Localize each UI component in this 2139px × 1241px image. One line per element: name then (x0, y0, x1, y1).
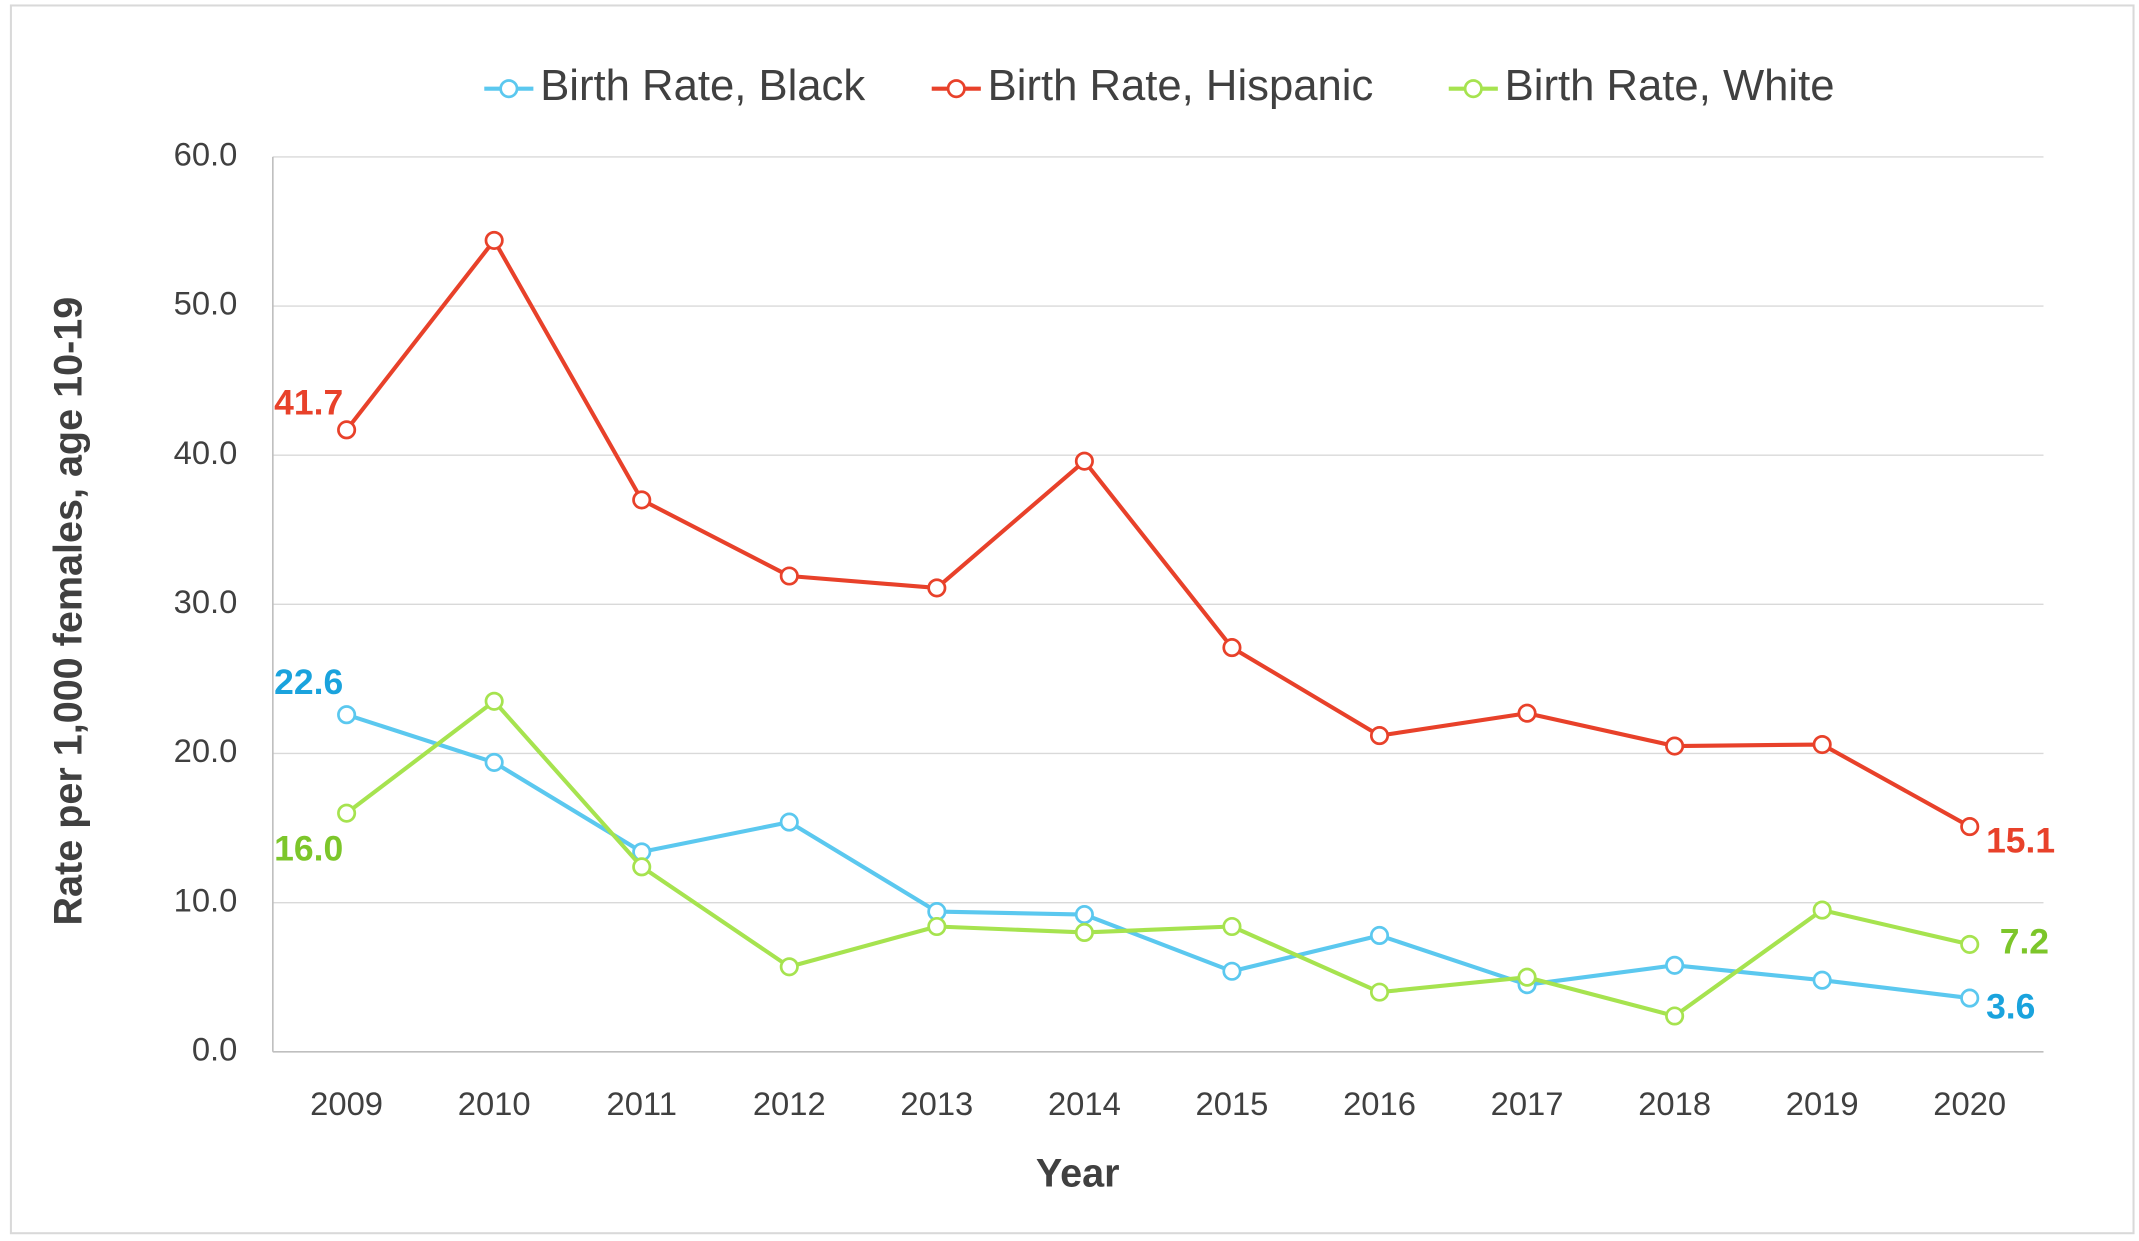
legend-label: Birth Rate, Black (540, 61, 865, 110)
point-marker (1369, 925, 1390, 945)
x-tick-label: 2014 (1048, 1085, 1121, 1122)
point-marker (484, 691, 504, 711)
y-tick-label: 10.0 (174, 881, 238, 918)
data-label: 7.2 (2000, 922, 2049, 962)
x-axis-title: Year (1036, 1151, 1120, 1195)
x-tick-label: 2017 (1491, 1085, 1564, 1122)
point-marker (484, 230, 504, 250)
x-tick-label: 2011 (607, 1085, 677, 1122)
point-marker (337, 803, 357, 823)
point-marker (1074, 922, 1094, 943)
point-marker (1812, 900, 1832, 920)
point-marker (1369, 982, 1390, 1002)
point-marker (779, 566, 799, 586)
data-label: 22.6 (274, 662, 343, 702)
point-marker (1665, 955, 1685, 975)
point-marker (1812, 734, 1832, 755)
y-tick-label: 20.0 (174, 732, 238, 769)
point-marker (337, 705, 357, 725)
series-line (344, 238, 1971, 829)
y-tick-label: 0.0 (192, 1030, 238, 1067)
x-tick-label: 2009 (310, 1085, 383, 1122)
x-tick-label: 2012 (753, 1085, 826, 1122)
point-marker (1960, 817, 1980, 837)
y-tick-label: 30.0 (174, 583, 238, 620)
legend-marker (946, 79, 966, 99)
data-label: 41.7 (274, 383, 343, 423)
point-marker (632, 857, 652, 877)
x-tick-label: 2015 (1196, 1085, 1269, 1122)
y-tick-label: 40.0 (174, 434, 238, 471)
point-marker (1517, 967, 1537, 987)
point-marker (1074, 451, 1094, 471)
data-label: 16.0 (274, 829, 343, 869)
point-marker (1665, 736, 1685, 756)
x-tick-label: 2013 (900, 1085, 973, 1122)
point-marker (337, 420, 357, 440)
point-marker (779, 812, 799, 832)
point-marker (1812, 970, 1832, 990)
point-marker (1222, 961, 1242, 981)
legend-label: Birth Rate, Hispanic (988, 61, 1374, 110)
data-label: 3.6 (1986, 986, 2035, 1026)
legend-marker (499, 79, 519, 99)
x-tick-label: 2018 (1638, 1085, 1711, 1122)
point-marker (632, 490, 652, 510)
point-marker (1665, 1006, 1685, 1026)
series-line (345, 699, 1971, 1019)
data-label: 15.1 (1986, 820, 2055, 860)
legend-label: Birth Rate, White (1505, 61, 1835, 110)
point-marker (779, 957, 799, 977)
chart-frame (9, 4, 2135, 1235)
x-tick-label: 2020 (1933, 1085, 2006, 1122)
legend-marker (1463, 79, 1483, 99)
point-marker (1369, 726, 1390, 746)
point-marker (1960, 988, 1980, 1008)
y-axis-title: Rate per 1,000 females, age 10-19 (46, 297, 90, 926)
point-marker (1517, 703, 1537, 723)
point-marker (927, 916, 947, 937)
y-tick-label: 60.0 (174, 136, 238, 173)
y-tick-label: 50.0 (174, 285, 238, 322)
point-marker (1960, 934, 1980, 954)
point-marker (1222, 916, 1242, 937)
x-tick-label: 2010 (458, 1085, 531, 1122)
point-marker (1074, 905, 1094, 925)
point-marker (927, 578, 947, 598)
point-marker (484, 752, 504, 772)
x-tick-label: 2016 (1343, 1085, 1416, 1122)
point-marker (1222, 638, 1242, 658)
x-tick-label: 2019 (1786, 1085, 1859, 1122)
